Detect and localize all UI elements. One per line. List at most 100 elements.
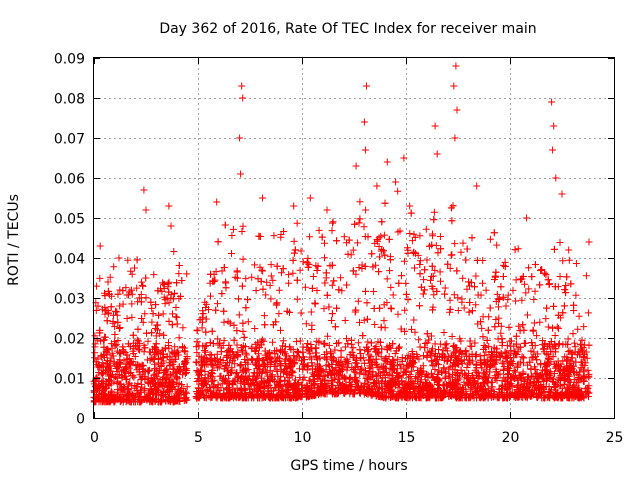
- data-point: [202, 304, 210, 311]
- data-point: [377, 323, 385, 331]
- data-point: [255, 384, 263, 392]
- data-point: [255, 343, 263, 351]
- data-point: [477, 382, 485, 390]
- data-point: [362, 287, 369, 295]
- data-point: [388, 390, 396, 398]
- data-point: [570, 339, 578, 347]
- data-point: [134, 345, 142, 353]
- data-point: [273, 357, 281, 365]
- data-point: [290, 249, 298, 257]
- data-point: [341, 384, 349, 392]
- data-point: [313, 371, 321, 379]
- data-point: [479, 279, 486, 287]
- data-point: [113, 378, 121, 386]
- data-point: [580, 354, 588, 361]
- data-point: [385, 353, 393, 360]
- data-point: [446, 305, 454, 313]
- data-point: [458, 295, 466, 303]
- data-point: [376, 304, 384, 312]
- data-point: [433, 287, 441, 295]
- data-point: [460, 304, 468, 312]
- data-point: [253, 355, 261, 363]
- data-point: [404, 296, 412, 304]
- data-point: [364, 233, 372, 241]
- data-point: [491, 323, 499, 331]
- data-point: [91, 354, 99, 362]
- data-point: [359, 332, 367, 340]
- data-point: [423, 339, 431, 347]
- data-point: [484, 326, 492, 334]
- data-point: [405, 361, 413, 369]
- data-point: [239, 222, 247, 230]
- data-point: [133, 336, 141, 344]
- data-point: [454, 294, 462, 302]
- data-point: [124, 256, 132, 264]
- data-point: [296, 266, 304, 274]
- data-point: [352, 383, 360, 391]
- data-point: [515, 387, 522, 395]
- data-point: [361, 262, 369, 270]
- data-point: [580, 323, 588, 331]
- data-point: [207, 388, 215, 396]
- data-point: [453, 267, 461, 275]
- data-point: [243, 351, 251, 359]
- data-point: [395, 372, 403, 380]
- data-point: [133, 256, 141, 264]
- data-point: [534, 392, 542, 400]
- data-point: [440, 329, 448, 336]
- data-point: [173, 279, 181, 287]
- data-point: [574, 393, 582, 401]
- data-point: [132, 342, 140, 350]
- data-point: [128, 313, 136, 321]
- data-point: [441, 290, 449, 298]
- data-point: [449, 388, 457, 396]
- data-point: [297, 309, 305, 317]
- data-point: [543, 358, 551, 366]
- data-point: [437, 245, 445, 253]
- data-point: [479, 313, 487, 321]
- data-point: [488, 383, 496, 391]
- data-point: [463, 364, 471, 371]
- data-point: [551, 332, 559, 339]
- data-point: [97, 393, 105, 401]
- data-point: [277, 347, 284, 355]
- data-point: [196, 316, 204, 324]
- data-point: [527, 372, 535, 380]
- data-point: [148, 318, 156, 326]
- data-point: [214, 381, 222, 389]
- data-point: [216, 339, 224, 347]
- data-point: [370, 288, 378, 295]
- data-point: [144, 367, 152, 375]
- data-point: [466, 337, 474, 345]
- data-point: [585, 341, 593, 349]
- data-point: [416, 257, 424, 265]
- data-point: [415, 336, 423, 344]
- data-point: [135, 393, 143, 401]
- data-point: [529, 326, 537, 334]
- data-point: [170, 248, 178, 255]
- data-point: [301, 383, 309, 391]
- data-point: [91, 340, 99, 348]
- data-point: [257, 277, 265, 285]
- data-point: [314, 262, 322, 270]
- data-point: [354, 339, 362, 347]
- data-point: [275, 310, 283, 318]
- y-axis-label: ROTI / TECUs: [6, 194, 22, 286]
- data-point: [377, 353, 385, 361]
- data-point: [572, 260, 580, 267]
- data-point: [94, 302, 102, 310]
- data-point: [213, 390, 220, 398]
- data-point: [290, 352, 298, 360]
- data-point: [393, 394, 401, 402]
- data-point: [154, 287, 162, 295]
- data-point: [169, 295, 177, 303]
- data-point: [490, 229, 498, 237]
- data-point: [307, 308, 315, 316]
- data-point: [402, 367, 410, 375]
- data-point: [546, 280, 553, 288]
- data-point: [459, 274, 467, 282]
- data-point: [221, 221, 229, 229]
- data-point: [343, 281, 351, 289]
- data-point: [580, 377, 588, 385]
- data-point: [279, 337, 287, 345]
